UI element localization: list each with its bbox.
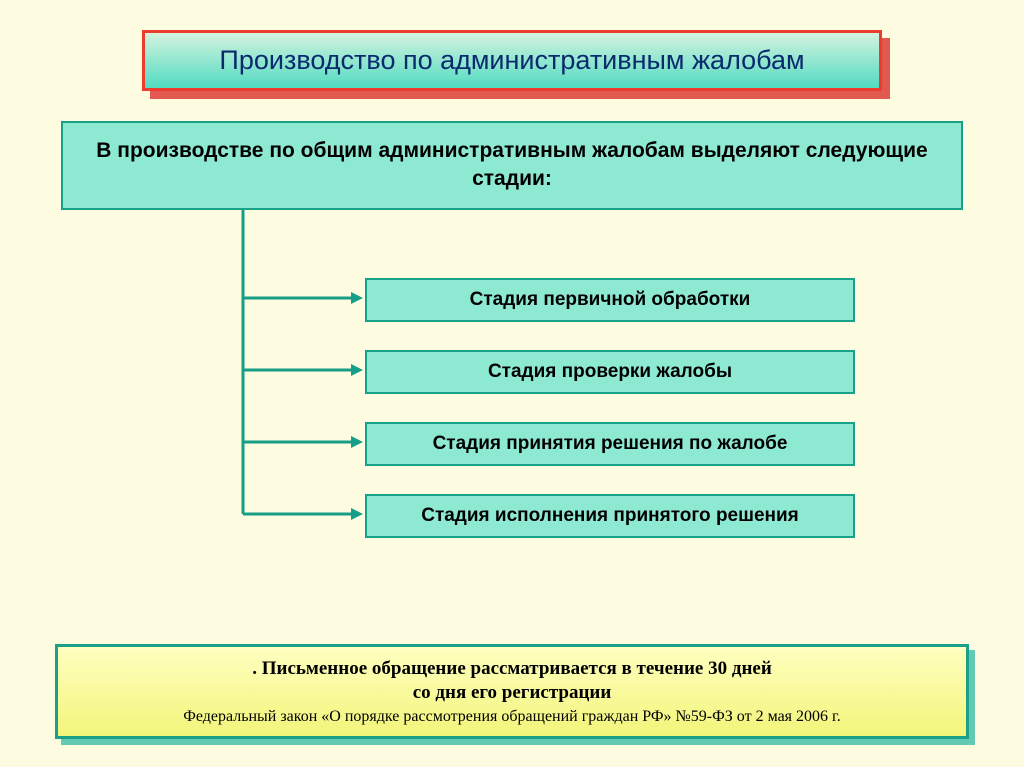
footer-law: Федеральный закон «О порядке рассмотрени…	[74, 708, 950, 726]
footer-container: . Письменное обращение рассматривается в…	[55, 644, 969, 739]
title-text: Производство по административным жалобам	[219, 45, 804, 75]
slide: Производство по административным жалобам…	[0, 0, 1024, 767]
stage-box-0: Стадия первичной обработки	[365, 278, 855, 322]
intro-box: В производстве по общим административным…	[61, 121, 963, 210]
stage-label-2: Стадия принятия решения по жалобе	[433, 433, 788, 454]
footer-box: . Письменное обращение рассматривается в…	[55, 644, 969, 739]
stage-box-3: Стадия исполнения принятого решения	[365, 494, 855, 538]
tree-area: Стадия первичной обработки Стадия провер…	[55, 210, 969, 550]
stage-box-1: Стадия проверки жалобы	[365, 350, 855, 394]
title-box: Производство по административным жалобам	[142, 30, 882, 91]
footer-line1: . Письменное обращение рассматривается в…	[252, 658, 772, 679]
title-container: Производство по административным жалобам	[142, 30, 882, 91]
footer-main: . Письменное обращение рассматривается в…	[74, 657, 950, 706]
footer-line2: со дня его регистрации	[413, 682, 612, 703]
stage-box-2: Стадия принятия решения по жалобе	[365, 422, 855, 466]
intro-text: В производстве по общим административным…	[96, 139, 927, 190]
stage-label-1: Стадия проверки жалобы	[488, 361, 732, 382]
stage-label-3: Стадия исполнения принятого решения	[421, 505, 799, 526]
stage-label-0: Стадия первичной обработки	[470, 289, 751, 310]
